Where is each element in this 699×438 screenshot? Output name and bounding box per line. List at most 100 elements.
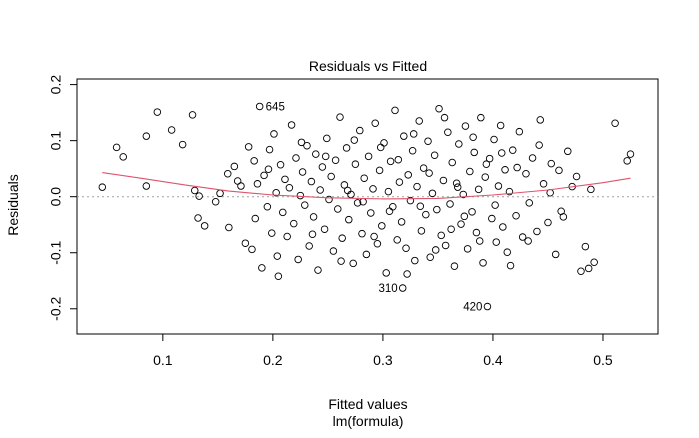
- residual-point: [200, 222, 209, 230]
- residual-point: [318, 163, 327, 171]
- residual-point: [490, 135, 498, 144]
- residual-point: [587, 185, 595, 194]
- residual-point: [323, 134, 331, 143]
- residual-point: [544, 218, 552, 227]
- residual-point: [382, 269, 390, 277]
- residual-point: [528, 154, 537, 162]
- residual-point: [482, 160, 491, 168]
- residual-point: [512, 211, 520, 220]
- y-tick-label: 0.2: [48, 75, 64, 95]
- residual-point: [522, 169, 530, 178]
- residual-point: [450, 262, 459, 270]
- residual-point: [408, 146, 417, 155]
- residual-point: [416, 202, 425, 210]
- smooth-trend-line: [102, 172, 631, 200]
- residual-point: [470, 148, 478, 157]
- residual-point: [340, 181, 349, 189]
- residual-point: [225, 223, 233, 232]
- residual-point: [440, 113, 449, 122]
- residual-point: [362, 250, 371, 259]
- residual-point: [367, 209, 375, 217]
- x-tick-label: 0.5: [593, 352, 613, 368]
- outlier-label-420: 420: [463, 302, 482, 314]
- residual-point: [255, 102, 264, 111]
- y-tick-label: -0.2: [48, 297, 64, 321]
- residual-point: [472, 228, 481, 237]
- residual-point: [513, 163, 521, 172]
- residual-point: [305, 242, 313, 250]
- residual-point: [251, 214, 260, 223]
- residual-point: [403, 270, 411, 278]
- residual-point: [303, 141, 311, 150]
- residual-point: [411, 256, 419, 265]
- residual-point: [309, 213, 318, 221]
- residual-point: [272, 189, 280, 197]
- residual-point: [422, 210, 430, 219]
- residual-point: [428, 189, 437, 198]
- residual-point: [590, 258, 598, 267]
- residual-point: [195, 192, 203, 200]
- residual-point: [461, 122, 470, 130]
- residual-point: [265, 145, 274, 154]
- residual-point: [329, 247, 338, 255]
- outlier-label-310: 310: [379, 283, 398, 295]
- residual-point: [459, 190, 467, 199]
- y-tick-label: 0.1: [48, 131, 64, 151]
- residual-point: [539, 180, 548, 188]
- residual-point: [386, 157, 395, 166]
- x-tick-label: 0.2: [263, 352, 283, 368]
- residual-point: [475, 237, 484, 245]
- residual-point: [327, 172, 335, 181]
- residual-point: [378, 222, 386, 230]
- residual-point: [285, 183, 294, 192]
- y-axis-label: Residuals: [5, 174, 21, 235]
- residual-point: [483, 302, 492, 311]
- residual-point: [270, 130, 278, 138]
- residual-point: [564, 147, 572, 156]
- residual-point: [452, 179, 461, 187]
- residual-point: [188, 111, 197, 119]
- residual-point: [430, 151, 439, 159]
- residual-point: [488, 214, 496, 223]
- residual-point: [331, 156, 340, 165]
- residual-point: [448, 158, 456, 167]
- residual-point: [446, 200, 454, 208]
- residual-point: [415, 117, 423, 125]
- residual-point: [263, 203, 272, 211]
- residual-point: [308, 230, 317, 238]
- residual-point: [444, 128, 452, 136]
- residual-point: [505, 187, 514, 196]
- residual-point: [297, 138, 306, 147]
- residual-point: [533, 227, 541, 236]
- residual-point: [384, 187, 393, 196]
- residual-point: [417, 227, 426, 235]
- residual-point: [312, 150, 320, 158]
- residual-point: [253, 180, 262, 188]
- residual-point: [316, 186, 324, 194]
- residual-point: [298, 168, 307, 176]
- residual-point: [393, 236, 401, 244]
- residual-point: [536, 116, 545, 124]
- residual-point: [439, 176, 448, 185]
- residual-point: [375, 166, 384, 175]
- residual-point: [356, 126, 364, 135]
- residual-point: [194, 214, 202, 222]
- residual-point: [343, 186, 352, 195]
- residual-point: [469, 133, 477, 142]
- residual-point: [431, 246, 440, 254]
- y-tick-label: 0.0: [48, 187, 64, 207]
- residual-point: [358, 229, 366, 238]
- residual-point: [264, 165, 273, 173]
- residual-point: [337, 257, 345, 265]
- residual-point: [338, 234, 346, 242]
- x-tick-label: 0.4: [483, 352, 503, 368]
- residual-point: [474, 185, 483, 194]
- residual-point: [320, 225, 329, 233]
- residual-point: [535, 141, 543, 149]
- residual-point: [555, 166, 563, 175]
- residual-point: [334, 205, 342, 213]
- residual-point: [283, 232, 291, 241]
- residual-point: [491, 201, 499, 209]
- x-tick-label: 0.3: [373, 352, 393, 368]
- residual-point: [402, 244, 410, 253]
